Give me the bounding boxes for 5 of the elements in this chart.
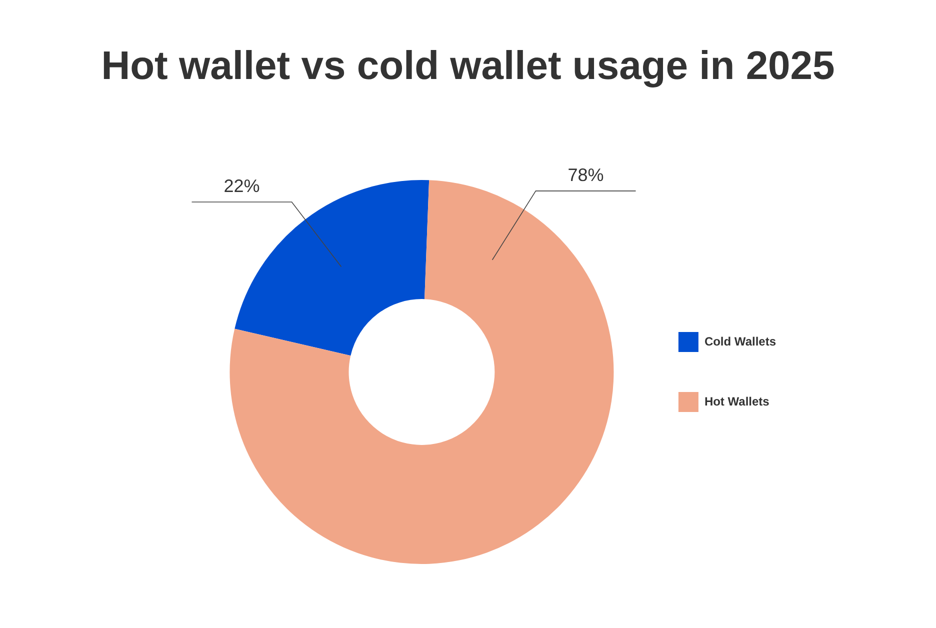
- data-label: 78%: [568, 164, 604, 185]
- legend-label: Hot Wallets: [704, 394, 770, 408]
- chart-title: Hot wallet vs cold wallet usage in 2025: [100, 44, 836, 89]
- data-label: 22%: [224, 176, 260, 196]
- legend-label: Cold Wallets: [704, 334, 776, 348]
